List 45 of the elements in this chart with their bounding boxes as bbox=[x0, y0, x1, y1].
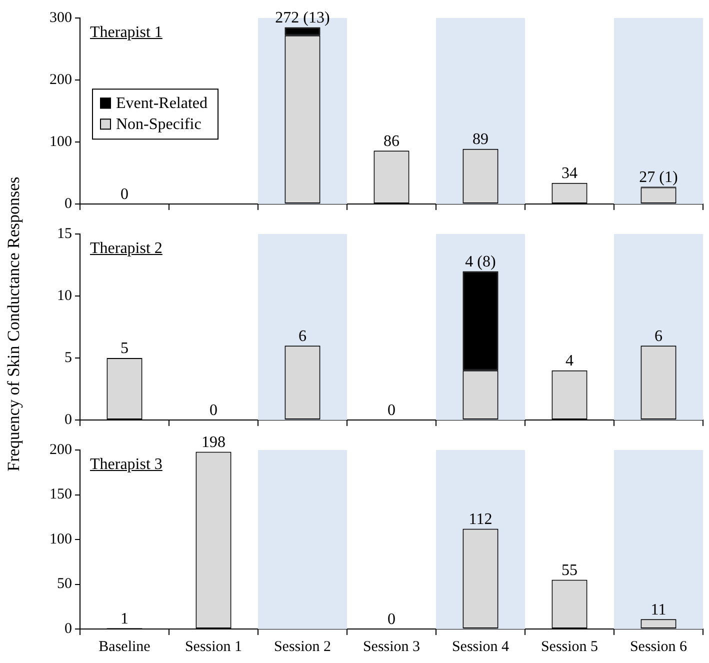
x-tick-label: Session 1 bbox=[184, 638, 242, 655]
data-label: 4 bbox=[566, 352, 574, 370]
y-tick-label: 200 bbox=[50, 442, 72, 458]
data-label: 86 bbox=[384, 132, 400, 150]
data-label: 0 bbox=[388, 611, 396, 628]
chart-title: Therapist 1 bbox=[90, 24, 162, 42]
data-label: 55 bbox=[562, 562, 578, 579]
data-label: 0 bbox=[388, 402, 396, 420]
y-tick-label: 10 bbox=[57, 288, 72, 304]
chart-title: Therapist 3 bbox=[90, 456, 162, 474]
y-tick-label: 15 bbox=[57, 226, 72, 242]
data-label: 112 bbox=[468, 510, 492, 528]
y-tick-label: 200 bbox=[50, 72, 72, 88]
data-label: 0 bbox=[120, 186, 128, 204]
y-tick-label: 150 bbox=[50, 486, 72, 503]
y-tick-label: 100 bbox=[50, 134, 72, 150]
data-label: 1 bbox=[120, 610, 128, 628]
y-tick-label: 5 bbox=[64, 350, 72, 366]
annotation: 27 (1) bbox=[639, 168, 678, 186]
data-label: 198 bbox=[202, 434, 226, 451]
y-tick-label: 0 bbox=[64, 620, 72, 637]
y-axis-title: Frequency of Skin Conductance Responses bbox=[4, 176, 24, 472]
data-label: 0 bbox=[210, 402, 218, 420]
x-tick-label: Session 2 bbox=[274, 638, 332, 655]
y-tick-label: 100 bbox=[50, 531, 72, 548]
x-tick-label: Baseline bbox=[98, 638, 151, 655]
annotation: 4 (8) bbox=[465, 253, 496, 270]
chart-title: Therapist 2 bbox=[90, 240, 162, 258]
legend-label: Non-Specific bbox=[116, 116, 202, 133]
y-tick-label: 300 bbox=[50, 10, 72, 26]
legend-label: Event-Related bbox=[116, 94, 208, 112]
data-label: 5 bbox=[120, 340, 128, 358]
x-tick-label: Session 3 bbox=[362, 638, 420, 655]
y-tick-label: 50 bbox=[57, 576, 72, 592]
x-tick-label: Session 6 bbox=[630, 638, 688, 655]
data-label: 6 bbox=[654, 328, 662, 345]
data-label: 6 bbox=[298, 328, 306, 345]
data-label: 89 bbox=[472, 131, 488, 148]
annotation: 272 (13) bbox=[275, 10, 330, 27]
x-tick-label: Session 4 bbox=[452, 638, 510, 655]
y-tick-label: 0 bbox=[64, 412, 72, 428]
x-tick-label: Session 5 bbox=[540, 638, 598, 655]
y-tick-label: 0 bbox=[64, 196, 72, 212]
data-label: 34 bbox=[562, 165, 578, 182]
data-label: 11 bbox=[650, 601, 666, 618]
